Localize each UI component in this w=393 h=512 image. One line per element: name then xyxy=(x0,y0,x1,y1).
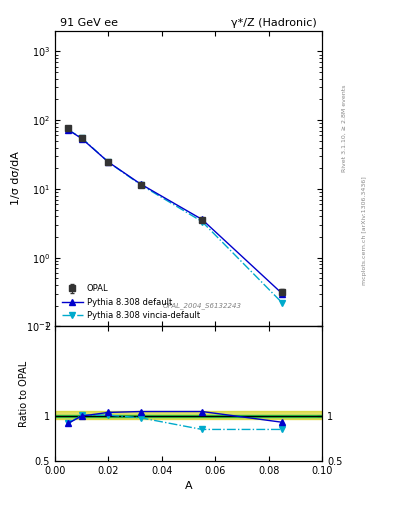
Legend: OPAL, Pythia 8.308 default, Pythia 8.308 vincia-default: OPAL, Pythia 8.308 default, Pythia 8.308… xyxy=(59,282,202,322)
Pythia 8.308 vincia-default xyxy=(106,159,111,165)
Pythia 8.308 vincia-default xyxy=(200,219,204,225)
Pythia 8.308 default xyxy=(200,217,204,223)
Line: Pythia 8.308 vincia-default: Pythia 8.308 vincia-default xyxy=(66,127,285,306)
Pythia 8.308 default xyxy=(138,181,143,187)
Line: Pythia 8.308 default: Pythia 8.308 default xyxy=(66,127,285,296)
Pythia 8.308 vincia-default xyxy=(138,182,143,188)
Y-axis label: 1/σ dσ/dA: 1/σ dσ/dA xyxy=(11,152,21,205)
Y-axis label: Ratio to OPAL: Ratio to OPAL xyxy=(19,360,29,426)
Text: γ*/Z (Hadronic): γ*/Z (Hadronic) xyxy=(231,18,317,28)
Pythia 8.308 default xyxy=(79,136,84,142)
Text: 91 GeV ee: 91 GeV ee xyxy=(61,18,118,28)
Pythia 8.308 vincia-default xyxy=(79,135,84,141)
Text: Rivet 3.1.10, ≥ 2.8M events: Rivet 3.1.10, ≥ 2.8M events xyxy=(342,84,347,172)
Pythia 8.308 default xyxy=(280,290,285,296)
Pythia 8.308 default xyxy=(106,159,111,165)
X-axis label: A: A xyxy=(185,481,193,491)
Pythia 8.308 vincia-default xyxy=(280,300,285,306)
Text: OPAL_2004_S6132243: OPAL_2004_S6132243 xyxy=(162,302,242,309)
Text: mcplots.cern.ch [arXiv:1306.3436]: mcplots.cern.ch [arXiv:1306.3436] xyxy=(362,176,367,285)
Pythia 8.308 default xyxy=(66,127,71,133)
Pythia 8.308 vincia-default xyxy=(66,127,71,133)
